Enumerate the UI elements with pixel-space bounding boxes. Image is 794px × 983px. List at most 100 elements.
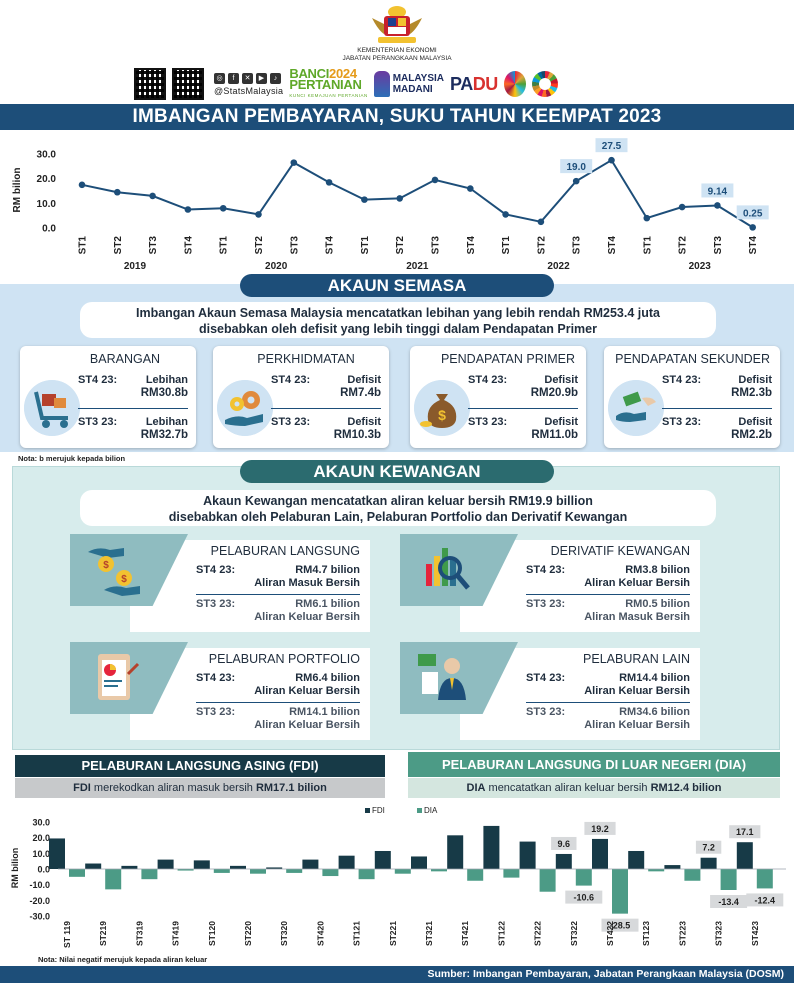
x-tick-label: ST 119 bbox=[62, 921, 72, 948]
data-point bbox=[149, 192, 156, 200]
data-point bbox=[431, 176, 439, 184]
data-label: 0.25 bbox=[743, 208, 763, 219]
data-point bbox=[643, 214, 651, 222]
dia-bar bbox=[250, 869, 266, 874]
card-perkhidmatan: PERKHIDMATAN ST4 23: Defisit RM7.4b ST3 23… bbox=[213, 346, 389, 448]
y-tick-label: 10.0 bbox=[37, 199, 57, 210]
dia-bar bbox=[431, 869, 447, 872]
social-media: ◎ f ✕ ▶ ♪ @StatsMalaysia bbox=[214, 72, 284, 96]
note-bilion: Nota: b merujuk kepada bilion bbox=[18, 454, 126, 463]
dia-bar bbox=[503, 869, 520, 878]
x-tick-label: ST4 bbox=[325, 236, 336, 255]
data-point bbox=[537, 218, 545, 226]
cart-icon bbox=[24, 380, 80, 436]
youtube-icon[interactable]: ▶ bbox=[256, 72, 267, 84]
coat-of-arms-icon bbox=[372, 6, 422, 43]
businessman-icon bbox=[418, 654, 466, 700]
header: KEMENTERIAN EKONOMI JABATAN PERANGKAAN M… bbox=[0, 0, 794, 104]
data-point bbox=[290, 159, 298, 166]
x-tick-label: ST120 bbox=[207, 921, 217, 946]
instagram-icon[interactable]: ◎ bbox=[214, 72, 225, 84]
sdg-ribbon-icon bbox=[503, 71, 526, 97]
fdi-dia-bar-chart: RM bilion 30.0 20.0 10.0 0.0 -10.0 -20.0 -30.0 F… bbox=[10, 806, 786, 948]
card-title: BARANGAN bbox=[89, 352, 161, 366]
data-point bbox=[255, 211, 262, 218]
fdi-bar bbox=[700, 857, 717, 869]
data-point bbox=[467, 185, 474, 192]
data-label-bg bbox=[736, 205, 769, 220]
x-tick-label: ST2 bbox=[536, 236, 547, 255]
fdi-bar bbox=[193, 860, 210, 869]
card-title: PENDAPATAN SEKUNDER bbox=[615, 352, 770, 366]
x-tick-label: ST2 bbox=[395, 236, 406, 255]
dia-bar bbox=[177, 869, 194, 871]
x-tick-label: ST2 bbox=[678, 236, 689, 255]
fdi-bar bbox=[302, 859, 319, 869]
y-axis-label: RM bilion bbox=[10, 848, 20, 889]
partner-logos: ◎ f ✕ ▶ ♪ @StatsMalaysia BANCI2024 PERTA… bbox=[134, 66, 558, 102]
fdi-title: PELABURAN LANGSUNG ASING (FDI) bbox=[15, 755, 385, 777]
x-tick-label: ST4 bbox=[183, 236, 194, 255]
x-icon[interactable]: ✕ bbox=[242, 72, 253, 84]
malaysia-madani-logo: MALAYSIA MADANI bbox=[373, 71, 444, 97]
card-title: PENDAPATAN PRIMER bbox=[440, 352, 576, 366]
fdi-bar bbox=[121, 865, 138, 869]
sdg-wheel-icon bbox=[531, 71, 558, 97]
x-tick-label: ST420 bbox=[315, 921, 325, 946]
fdi-bar bbox=[519, 841, 536, 869]
fdi-bar bbox=[447, 835, 464, 869]
clipboard-chart-icon bbox=[98, 654, 140, 700]
x-tick-label: ST1 bbox=[78, 236, 89, 255]
data-label-bg bbox=[551, 836, 577, 850]
data-point bbox=[749, 224, 756, 231]
series-line bbox=[81, 158, 754, 229]
x-tick-label: ST3 bbox=[148, 236, 159, 255]
data-point bbox=[78, 181, 86, 189]
akaun-kewangan-title: AKAUN KEWANGAN bbox=[240, 460, 554, 483]
x-tick-label: ST3 bbox=[572, 236, 583, 255]
y-tick-label: -30.0 bbox=[29, 912, 50, 922]
dia-bar bbox=[286, 869, 303, 873]
data-point bbox=[396, 195, 404, 202]
dia-bar bbox=[612, 869, 628, 914]
x-tick-label: ST2 bbox=[113, 236, 124, 255]
data-point bbox=[325, 179, 333, 186]
card-title: PERKHIDMATAN bbox=[257, 352, 355, 366]
fdi-bar bbox=[157, 859, 174, 869]
data-point bbox=[184, 206, 192, 213]
data-label: 9.14 bbox=[708, 186, 728, 197]
fdi-bar bbox=[49, 838, 65, 869]
legend-label: FDI bbox=[372, 806, 385, 815]
data-label-bg bbox=[729, 825, 761, 839]
x-tick-label: ST123 bbox=[641, 921, 651, 946]
ministry-name: KEMENTERIAN EKONOMI JABATAN PERANGKAAN M… bbox=[342, 47, 452, 62]
x-tick-label: ST321 bbox=[424, 921, 434, 946]
x-tick-label: ST1 bbox=[642, 236, 653, 255]
pelaburan-lain-panel: PELABURAN LAIN ST4 23: RM14.4 bilion Alir… bbox=[400, 642, 700, 742]
x-tick-label: ST419 bbox=[171, 921, 181, 946]
fdi-bar bbox=[592, 838, 608, 869]
x-tick-label: ST1 bbox=[360, 236, 371, 255]
derivatif-kewangan-panel: DERIVATIF KEWANGAN ST4 23: RM3.8 bilion A… bbox=[400, 534, 700, 634]
data-point bbox=[502, 211, 509, 218]
madani-hand-icon bbox=[373, 71, 390, 97]
padu-logo: PADU bbox=[450, 73, 498, 94]
facebook-icon[interactable]: f bbox=[228, 72, 239, 84]
y-tick-label: -10.0 bbox=[29, 880, 50, 890]
note-negative-values: Nota: Nilai negatif merujuk kepada alira… bbox=[38, 955, 208, 964]
data-label: -10.6 bbox=[574, 893, 595, 903]
akaun-kewangan-description: Akaun Kewangan mencatatkan aliran keluar… bbox=[80, 490, 716, 526]
tiktok-icon[interactable]: ♪ bbox=[270, 72, 281, 84]
card-pendapatan-primer: PENDAPATAN PRIMER $ ST4 23: Defisit RM20.9… bbox=[410, 346, 586, 448]
data-label-bg bbox=[565, 890, 603, 904]
y-tick-label: 20.0 bbox=[32, 833, 50, 843]
y-tick-label: 0.0 bbox=[37, 865, 50, 875]
card-barangan: BARANGAN ST4 23: Lebihan RM30.8b ST3 23: Le… bbox=[20, 346, 196, 448]
data-label: 27.5 bbox=[602, 141, 622, 152]
dia-bar bbox=[213, 869, 230, 873]
x-tick-label: ST319 bbox=[134, 921, 144, 946]
dia-bar bbox=[648, 869, 665, 872]
dia-bar bbox=[105, 869, 122, 890]
social-handle[interactable]: @StatsMalaysia bbox=[214, 85, 284, 96]
x-tick-label: ST423 bbox=[750, 921, 760, 946]
